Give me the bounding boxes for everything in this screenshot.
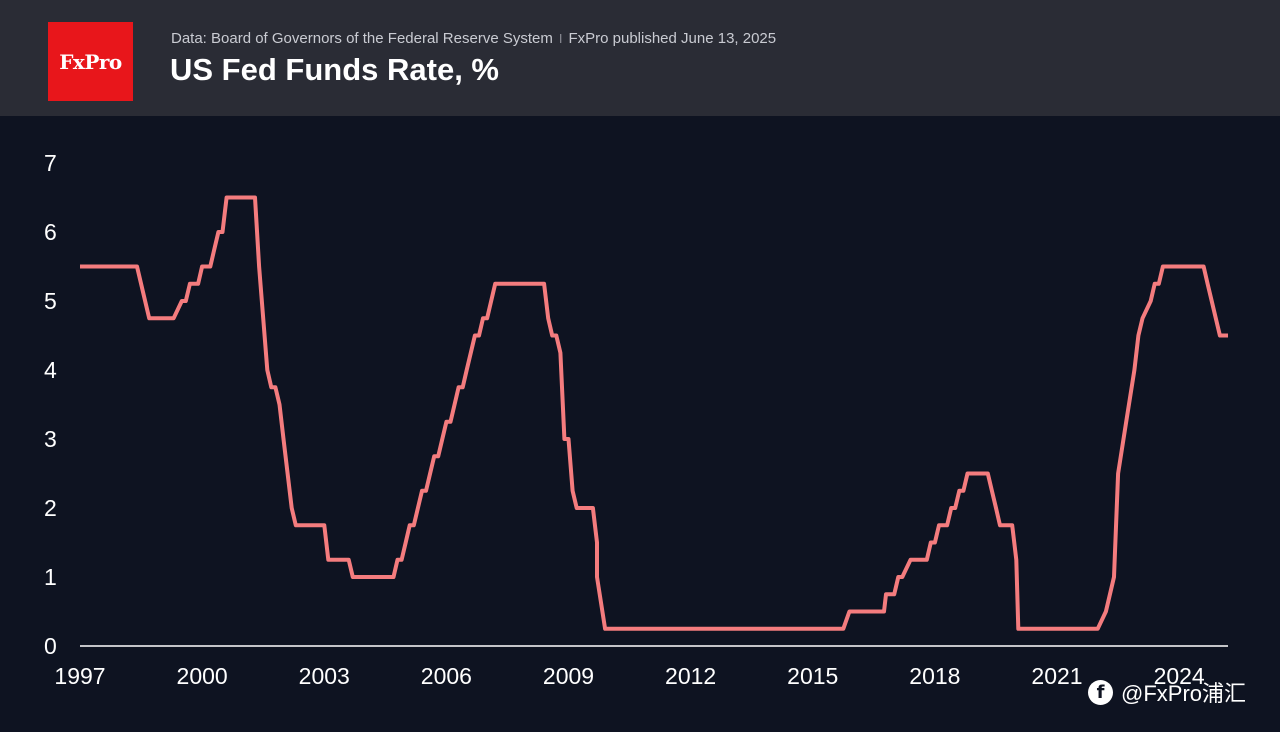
watermark-text: @FxPro浦汇	[1121, 681, 1247, 706]
x-tick-label: 2012	[665, 663, 716, 689]
chart-source-line: Data: Board of Governors of the Federal …	[171, 30, 776, 47]
x-tick-label: 2018	[909, 663, 960, 689]
social-app-icon: f	[1088, 679, 1113, 705]
logo-text: FxPro	[59, 49, 122, 74]
x-axis-ticks: 1997 2000 2003 2006 2009 2012 2015 2018 2021 2024	[54, 663, 1205, 689]
published-date-text: FxPro published June 13, 2025	[568, 30, 777, 47]
y-tick-label: 0	[44, 633, 57, 659]
x-tick-label: 2000	[177, 663, 228, 689]
y-tick-label: 7	[44, 150, 57, 176]
meta-separator: I	[558, 31, 563, 46]
x-tick-label: 2015	[787, 663, 838, 689]
x-tick-label: 2006	[421, 663, 472, 689]
x-tick-label: 2009	[543, 663, 594, 689]
y-tick-label: 5	[44, 288, 57, 314]
y-tick-label: 3	[44, 426, 57, 452]
fed-funds-rate-line	[80, 195, 1228, 631]
watermark: f @FxPro浦汇	[1088, 676, 1246, 708]
y-tick-label: 6	[44, 219, 57, 245]
y-tick-label: 2	[44, 495, 57, 521]
y-tick-label: 1	[44, 564, 57, 590]
y-tick-label: 4	[44, 357, 57, 383]
x-tick-label: 2024	[1154, 663, 1205, 689]
x-tick-label: 2021	[1031, 663, 1082, 689]
chart-title: US Fed Funds Rate, %	[170, 52, 499, 87]
line-chart: 0 1 2 3 4 5 6 7 1997 2000 2003 2006 2009 2012 2015 201…	[44, 150, 1228, 689]
x-tick-label: 1997	[54, 663, 105, 689]
chart-header: FxPro Data: Board of Governors of the Fe…	[0, 0, 1280, 116]
data-source-text: Data: Board of Governors of the Federal …	[171, 30, 553, 47]
y-axis-ticks: 0 1 2 3 4 5 6 7	[44, 150, 57, 659]
brand-logo: FxPro	[48, 22, 133, 101]
x-tick-label: 2003	[299, 663, 350, 689]
